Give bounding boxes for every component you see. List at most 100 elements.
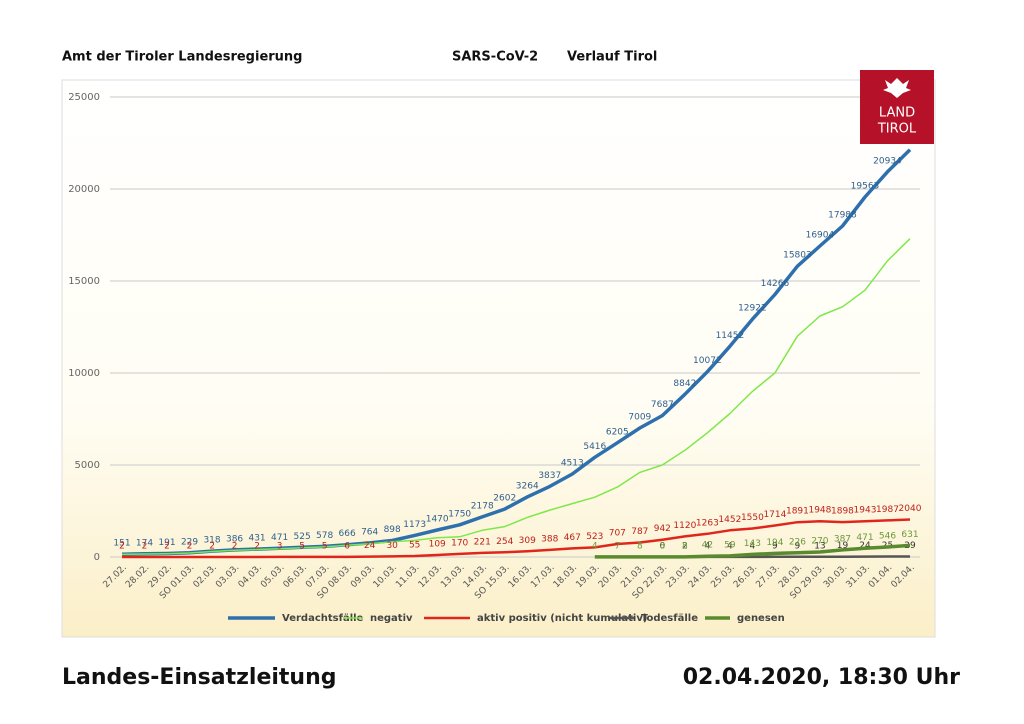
data-label: 787 xyxy=(631,527,648,537)
y-tick-label: 20000 xyxy=(68,184,100,195)
data-label: 30 xyxy=(386,541,398,551)
data-label: 546 xyxy=(879,531,896,541)
legend-label: genesen xyxy=(737,613,785,624)
legend-label: aktiv positiv (nicht kumulativ) xyxy=(477,613,647,624)
data-label: 11452 xyxy=(716,331,745,341)
logo-text: TIROL xyxy=(877,122,917,137)
data-label: 387 xyxy=(834,534,851,544)
data-label: 4 xyxy=(592,541,598,551)
data-label: 2 xyxy=(142,541,148,551)
y-tick-label: 15000 xyxy=(68,276,100,287)
data-label: 170 xyxy=(451,538,468,548)
data-label: 2 xyxy=(232,541,238,551)
series-line xyxy=(122,518,911,559)
data-label: 14266 xyxy=(761,279,790,289)
data-label: 8 xyxy=(682,541,688,551)
data-label: 578 xyxy=(316,531,333,541)
data-label: 4 xyxy=(750,541,756,551)
data-label: 7009 xyxy=(628,413,651,423)
data-label: 631 xyxy=(901,530,918,540)
data-label: 525 xyxy=(294,532,311,542)
data-label: 3837 xyxy=(538,471,561,481)
data-label: 10072 xyxy=(693,356,722,366)
data-label: 386 xyxy=(226,534,243,544)
header-left: Amt der Tiroler Landesregierung xyxy=(62,50,303,65)
data-label: 1173 xyxy=(403,520,426,530)
data-label: 1943 xyxy=(854,506,877,516)
data-label: 1987 xyxy=(876,505,899,515)
data-label: 1891 xyxy=(786,507,809,517)
data-label: 59 xyxy=(724,540,736,550)
header-center: SARS-CoV-2 xyxy=(452,50,538,65)
data-label: 24 xyxy=(364,541,376,551)
data-label: 5416 xyxy=(583,442,606,452)
data-label: 2 xyxy=(187,541,193,551)
data-label: 666 xyxy=(339,529,356,539)
data-label: 4 xyxy=(705,541,711,551)
data-label: 174 xyxy=(136,538,153,548)
data-label: 707 xyxy=(609,528,626,538)
data-label: 1750 xyxy=(448,509,471,519)
data-label: 5 xyxy=(322,541,328,551)
data-label: 270 xyxy=(811,537,828,547)
legend-label: Verdachtsfälle xyxy=(282,613,364,624)
data-label: 221 xyxy=(474,537,491,547)
data-label: 1714 xyxy=(763,510,786,520)
data-label: 318 xyxy=(203,536,220,546)
data-label: 3264 xyxy=(516,481,539,491)
data-label: 2602 xyxy=(493,494,516,504)
data-label: 2 xyxy=(682,541,688,551)
data-label: 1898 xyxy=(831,507,854,517)
data-label: 6205 xyxy=(606,427,629,437)
data-label: 388 xyxy=(541,534,558,544)
data-label: 8 xyxy=(637,541,643,551)
data-label: 20934 xyxy=(873,156,902,166)
data-label: 1948 xyxy=(808,506,831,516)
data-label: 254 xyxy=(496,537,513,547)
data-label: 19563 xyxy=(851,182,880,192)
data-label: 1550 xyxy=(741,513,764,523)
data-label: 19 xyxy=(837,541,849,551)
data-label: 471 xyxy=(271,533,288,543)
data-label: 191 xyxy=(158,538,175,548)
footer-left: Landes-Einsatzleitung xyxy=(62,665,337,690)
data-label: 0 xyxy=(659,542,665,552)
legend-label: negativ xyxy=(370,613,413,624)
series-line xyxy=(121,238,911,556)
data-label: 898 xyxy=(384,525,401,535)
data-label: 2 xyxy=(254,541,260,551)
data-label: 4513 xyxy=(561,458,584,468)
data-label: 1263 xyxy=(696,518,719,528)
data-label: 24 xyxy=(859,541,871,551)
data-label: 2 xyxy=(209,541,215,551)
data-label: 3 xyxy=(277,541,283,551)
data-label: 764 xyxy=(361,527,378,537)
y-tick-label: 0 xyxy=(94,552,100,563)
data-label: 2 xyxy=(119,541,125,551)
data-label: 4 xyxy=(727,541,733,551)
logo-eagle xyxy=(883,78,911,98)
chart-area xyxy=(61,79,936,638)
data-label: 471 xyxy=(856,533,873,543)
data-label: 5 xyxy=(299,541,305,551)
data-label: 2 xyxy=(164,541,170,551)
data-label: 16904 xyxy=(806,230,835,240)
data-label: 6 xyxy=(344,541,350,551)
data-label: 1470 xyxy=(426,514,449,524)
legend-label: Todesfälle xyxy=(641,613,698,624)
data-label: 2178 xyxy=(471,501,494,511)
data-label: 13 xyxy=(814,541,825,551)
data-label: 1120 xyxy=(673,521,696,531)
data-label: 151 xyxy=(113,539,130,549)
data-label: 29 xyxy=(904,541,916,551)
data-label: 143 xyxy=(744,539,761,549)
data-label: 309 xyxy=(519,536,536,546)
y-tick-label: 25000 xyxy=(68,92,100,103)
data-label: 8842 xyxy=(673,379,696,389)
data-label: 7687 xyxy=(651,400,674,410)
data-label: 109 xyxy=(429,539,446,549)
data-label: 467 xyxy=(564,533,581,543)
data-label: 12922 xyxy=(738,304,767,314)
y-tick-label: 10000 xyxy=(68,368,100,379)
